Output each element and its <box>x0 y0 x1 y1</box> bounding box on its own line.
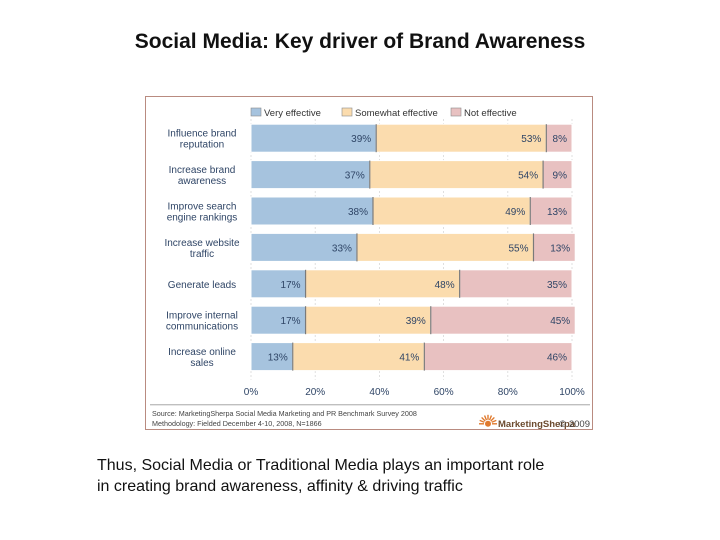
bar-value-label: 8% <box>553 134 568 145</box>
x-tick-label: 0% <box>244 387 259 398</box>
slide-title: Social Media: Key driver of Brand Awaren… <box>134 30 586 53</box>
logo-ray <box>488 415 493 421</box>
logo-ray <box>491 419 497 423</box>
bar-value-label: 39% <box>351 134 371 145</box>
stacked-bar-chart: Very effective Somewhat effective Not effe… <box>150 107 590 430</box>
category-label: Increase brand <box>169 165 236 176</box>
legend-swatch <box>450 107 462 117</box>
bar-value-label: 46% <box>547 353 567 364</box>
bar-value-label: 13% <box>268 353 288 364</box>
bar-segment <box>375 123 547 153</box>
bar-value-label: 39% <box>406 316 426 327</box>
bar-value-label: 13% <box>550 243 570 254</box>
bar-value-label: 37% <box>345 171 365 182</box>
x-tick-label: 40% <box>369 387 389 398</box>
bar-value-label: 41% <box>399 353 419 364</box>
category-label: Influence brand <box>168 129 237 140</box>
bar-segment <box>292 342 425 372</box>
logo-text: MarketingSherpa <box>498 419 576 430</box>
copyright-text: © 2009 <box>559 419 590 430</box>
bar-segment <box>529 196 573 226</box>
methodology-note: Methodology: Fielded December 4-10, 2008… <box>152 419 322 428</box>
chart-legend: Very effective Somewhat effective Not effe… <box>250 107 517 119</box>
bar-value-label: 55% <box>508 243 528 254</box>
bar-segment <box>356 232 534 262</box>
logo-sun <box>485 420 491 427</box>
bar-value-label: 17% <box>281 280 301 291</box>
chart-footer: Source: MarketingSherpa Social Media Mar… <box>150 404 590 430</box>
chart-gridlines <box>250 119 573 380</box>
bar-segment <box>372 196 531 226</box>
x-tick-label: 100% <box>559 387 585 398</box>
bar-segment <box>250 196 374 226</box>
bar-segment <box>423 342 573 372</box>
body-text: Thus, Social Media or Traditional Media … <box>97 455 657 497</box>
bar-segment <box>459 269 573 299</box>
bar-segment <box>250 269 307 299</box>
bar-segment <box>369 160 544 190</box>
bar-value-label: 48% <box>435 280 455 291</box>
category-label: engine rankings <box>167 213 238 224</box>
category-label: Improve internal <box>166 311 238 322</box>
bar-value-label: 49% <box>505 207 525 218</box>
legend-swatch <box>250 107 262 117</box>
bar-segment <box>532 232 576 262</box>
bar-segment <box>250 160 371 190</box>
bar-value-label: 54% <box>518 171 538 182</box>
source-note: Source: MarketingSherpa Social Media Mar… <box>152 409 417 418</box>
bar-segment <box>430 305 576 335</box>
category-label: communications <box>166 322 238 333</box>
x-axis-ticks: 0% 20% 40% 60% 80% 100% <box>244 387 585 398</box>
logo-ray <box>481 416 486 422</box>
x-tick-label: 20% <box>305 387 325 398</box>
bar-value-label: 33% <box>332 243 352 254</box>
bar-value-label: 35% <box>547 280 567 291</box>
chart-bars: 39% 53% 8% 37% 54% 9% 38% 49% 13% 33% 55% 13% 17% 48%… <box>250 123 576 372</box>
bar-segment <box>305 305 432 335</box>
bar-segment <box>250 123 377 153</box>
bar-segment <box>305 269 461 299</box>
category-label: sales <box>190 358 213 369</box>
bar-value-label: 53% <box>521 134 541 145</box>
logo-ray <box>479 419 485 423</box>
bar-segment <box>250 305 307 335</box>
body-text-line: in creating brand awareness, affinity & … <box>97 478 463 495</box>
logo-ray <box>483 415 488 421</box>
bar-value-label: 13% <box>547 207 567 218</box>
category-label: reputation <box>180 140 224 151</box>
bar-value-label: 9% <box>553 171 568 182</box>
x-tick-label: 60% <box>434 387 454 398</box>
bar-segment <box>250 342 294 372</box>
bar-value-label: 38% <box>348 207 368 218</box>
category-label: traffic <box>190 249 214 260</box>
legend-label: Very effective <box>264 108 321 119</box>
body-text-line: Thus, Social Media or Traditional Media … <box>97 457 545 474</box>
legend-swatch <box>341 107 353 117</box>
category-label: Generate leads <box>168 280 236 291</box>
bar-value-label: 45% <box>550 316 570 327</box>
x-tick-label: 80% <box>498 387 518 398</box>
logo-ray <box>490 416 495 422</box>
legend-label: Not effective <box>464 108 517 119</box>
category-label: awareness <box>178 176 226 187</box>
legend-label: Somewhat effective <box>355 108 438 119</box>
marketingsherpa-logo <box>479 414 497 427</box>
bar-value-label: 17% <box>281 316 301 327</box>
bar-segment <box>250 232 358 262</box>
category-label: Increase website <box>164 238 239 249</box>
chart-panel: Very effective Somewhat effective Not effe… <box>145 96 593 430</box>
category-label: Improve search <box>168 202 237 213</box>
category-label: Increase online <box>168 347 236 358</box>
